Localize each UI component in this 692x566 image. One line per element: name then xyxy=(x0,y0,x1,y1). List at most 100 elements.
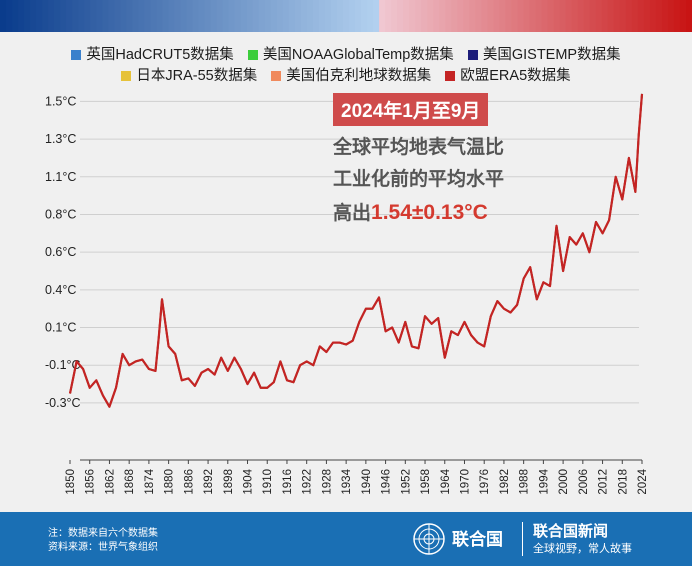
stripe xyxy=(222,0,230,32)
stripe xyxy=(529,0,537,32)
stripe xyxy=(0,0,7,32)
x-tick-label: 1976 xyxy=(479,469,491,495)
stripe xyxy=(541,0,549,32)
footer-divider xyxy=(522,522,523,556)
y-tick-label: 1.3°C xyxy=(45,132,76,146)
x-tick-label: 1862 xyxy=(104,469,116,495)
stripe xyxy=(90,0,97,32)
stripe xyxy=(6,0,13,32)
annotation-value: 1.54±0.13°C xyxy=(371,201,488,224)
stripe xyxy=(643,0,651,32)
x-tick-label: 2024 xyxy=(637,468,649,494)
x-tick-label: 1850 xyxy=(65,469,77,495)
stripe xyxy=(649,0,657,32)
stripe xyxy=(685,0,692,32)
stripe xyxy=(318,0,326,32)
stripe xyxy=(324,0,332,32)
x-tick-label: 1958 xyxy=(420,469,432,495)
stripe xyxy=(469,0,476,32)
stripe xyxy=(108,0,115,32)
stripe xyxy=(349,0,356,32)
stripe xyxy=(156,0,164,32)
stripe xyxy=(439,0,446,32)
legend-label: 美国伯克利地球数据集 xyxy=(286,68,432,84)
x-tick-label: 1982 xyxy=(499,469,511,495)
legend-item-era5: 欧盟ERA5数据集 xyxy=(445,64,571,85)
stripe xyxy=(355,0,362,32)
x-tick-label: 1916 xyxy=(282,469,294,495)
stripe xyxy=(433,0,440,32)
annotation-line-2: 工业化前的平均水平 xyxy=(333,169,505,190)
stripe xyxy=(505,0,513,32)
y-tick-label: 0.4°C xyxy=(45,283,76,297)
legend-swatch-era5 xyxy=(445,71,456,81)
stripe xyxy=(234,0,242,32)
stripe xyxy=(210,0,218,32)
stripe xyxy=(18,0,25,32)
stripe xyxy=(42,0,49,32)
series-line-5 xyxy=(68,93,644,408)
x-tick-label: 1886 xyxy=(183,469,195,495)
stripe xyxy=(367,0,374,32)
stripe xyxy=(415,0,422,32)
stripe xyxy=(385,0,392,32)
stripe xyxy=(565,0,573,32)
stripe xyxy=(282,0,290,32)
x-tick-label: 2012 xyxy=(598,469,610,495)
un-logo-text: 联合国 xyxy=(452,530,503,549)
legend-label: 美国NOAAGlobalTemp数据集 xyxy=(262,47,454,63)
x-tick-label: 1880 xyxy=(164,469,176,495)
stripe xyxy=(252,0,260,32)
stripe xyxy=(547,0,555,32)
stripe xyxy=(72,0,79,32)
x-tick-label: 1952 xyxy=(400,469,412,495)
stripe xyxy=(336,0,344,32)
stripe xyxy=(306,0,314,32)
stripe xyxy=(679,0,687,32)
legend-item-berkeley: 美国伯克利地球数据集 xyxy=(271,64,431,85)
legend-swatch-jra55 xyxy=(121,71,132,81)
stripe xyxy=(379,0,386,32)
annotation-title: 2024年1月至9月 xyxy=(333,93,489,126)
annotation-line-3: 高出1.54±0.13°C xyxy=(333,198,488,225)
x-tick-label: 1856 xyxy=(85,469,97,495)
stripe xyxy=(445,0,452,32)
stripe xyxy=(481,0,489,32)
stripe xyxy=(294,0,302,32)
stripe xyxy=(144,0,152,32)
stripe xyxy=(607,0,615,32)
un-news-tagline: 全球视野，常人故事 xyxy=(533,543,632,555)
legend-swatch-noaaglobaltemp xyxy=(247,50,258,60)
x-tick-label: 1934 xyxy=(341,468,353,494)
x-tick-label: 1898 xyxy=(223,469,235,495)
footer-source: 资料来源：世界气象组织 xyxy=(48,542,158,553)
stripe xyxy=(403,0,410,32)
stripe xyxy=(288,0,296,32)
stripe xyxy=(511,0,519,32)
x-tick-label: 1868 xyxy=(124,469,136,495)
legend-label: 日本JRA-55数据集 xyxy=(136,68,258,84)
stripe xyxy=(126,0,133,32)
legend-swatch-hadcrut5 xyxy=(71,50,82,60)
stripe xyxy=(427,0,434,32)
stripe xyxy=(192,0,200,32)
x-tick-label: 1892 xyxy=(203,469,215,495)
stripe xyxy=(48,0,55,32)
stripe xyxy=(150,0,158,32)
stripe xyxy=(583,0,591,32)
stripe xyxy=(60,0,67,32)
stripe xyxy=(132,0,139,32)
x-tick-label: 1946 xyxy=(381,469,393,495)
stripe xyxy=(102,0,109,32)
legend-item-hadcrut5: 英国HadCRUT5数据集 xyxy=(71,43,234,64)
stripe xyxy=(391,0,398,32)
stripe xyxy=(409,0,416,32)
stripe xyxy=(499,0,507,32)
stripe xyxy=(264,0,272,32)
stripe xyxy=(589,0,597,32)
stripe xyxy=(204,0,212,32)
stripe xyxy=(655,0,663,32)
stripe xyxy=(246,0,254,32)
stripe xyxy=(30,0,37,32)
warming-stripes-banner xyxy=(0,0,692,32)
